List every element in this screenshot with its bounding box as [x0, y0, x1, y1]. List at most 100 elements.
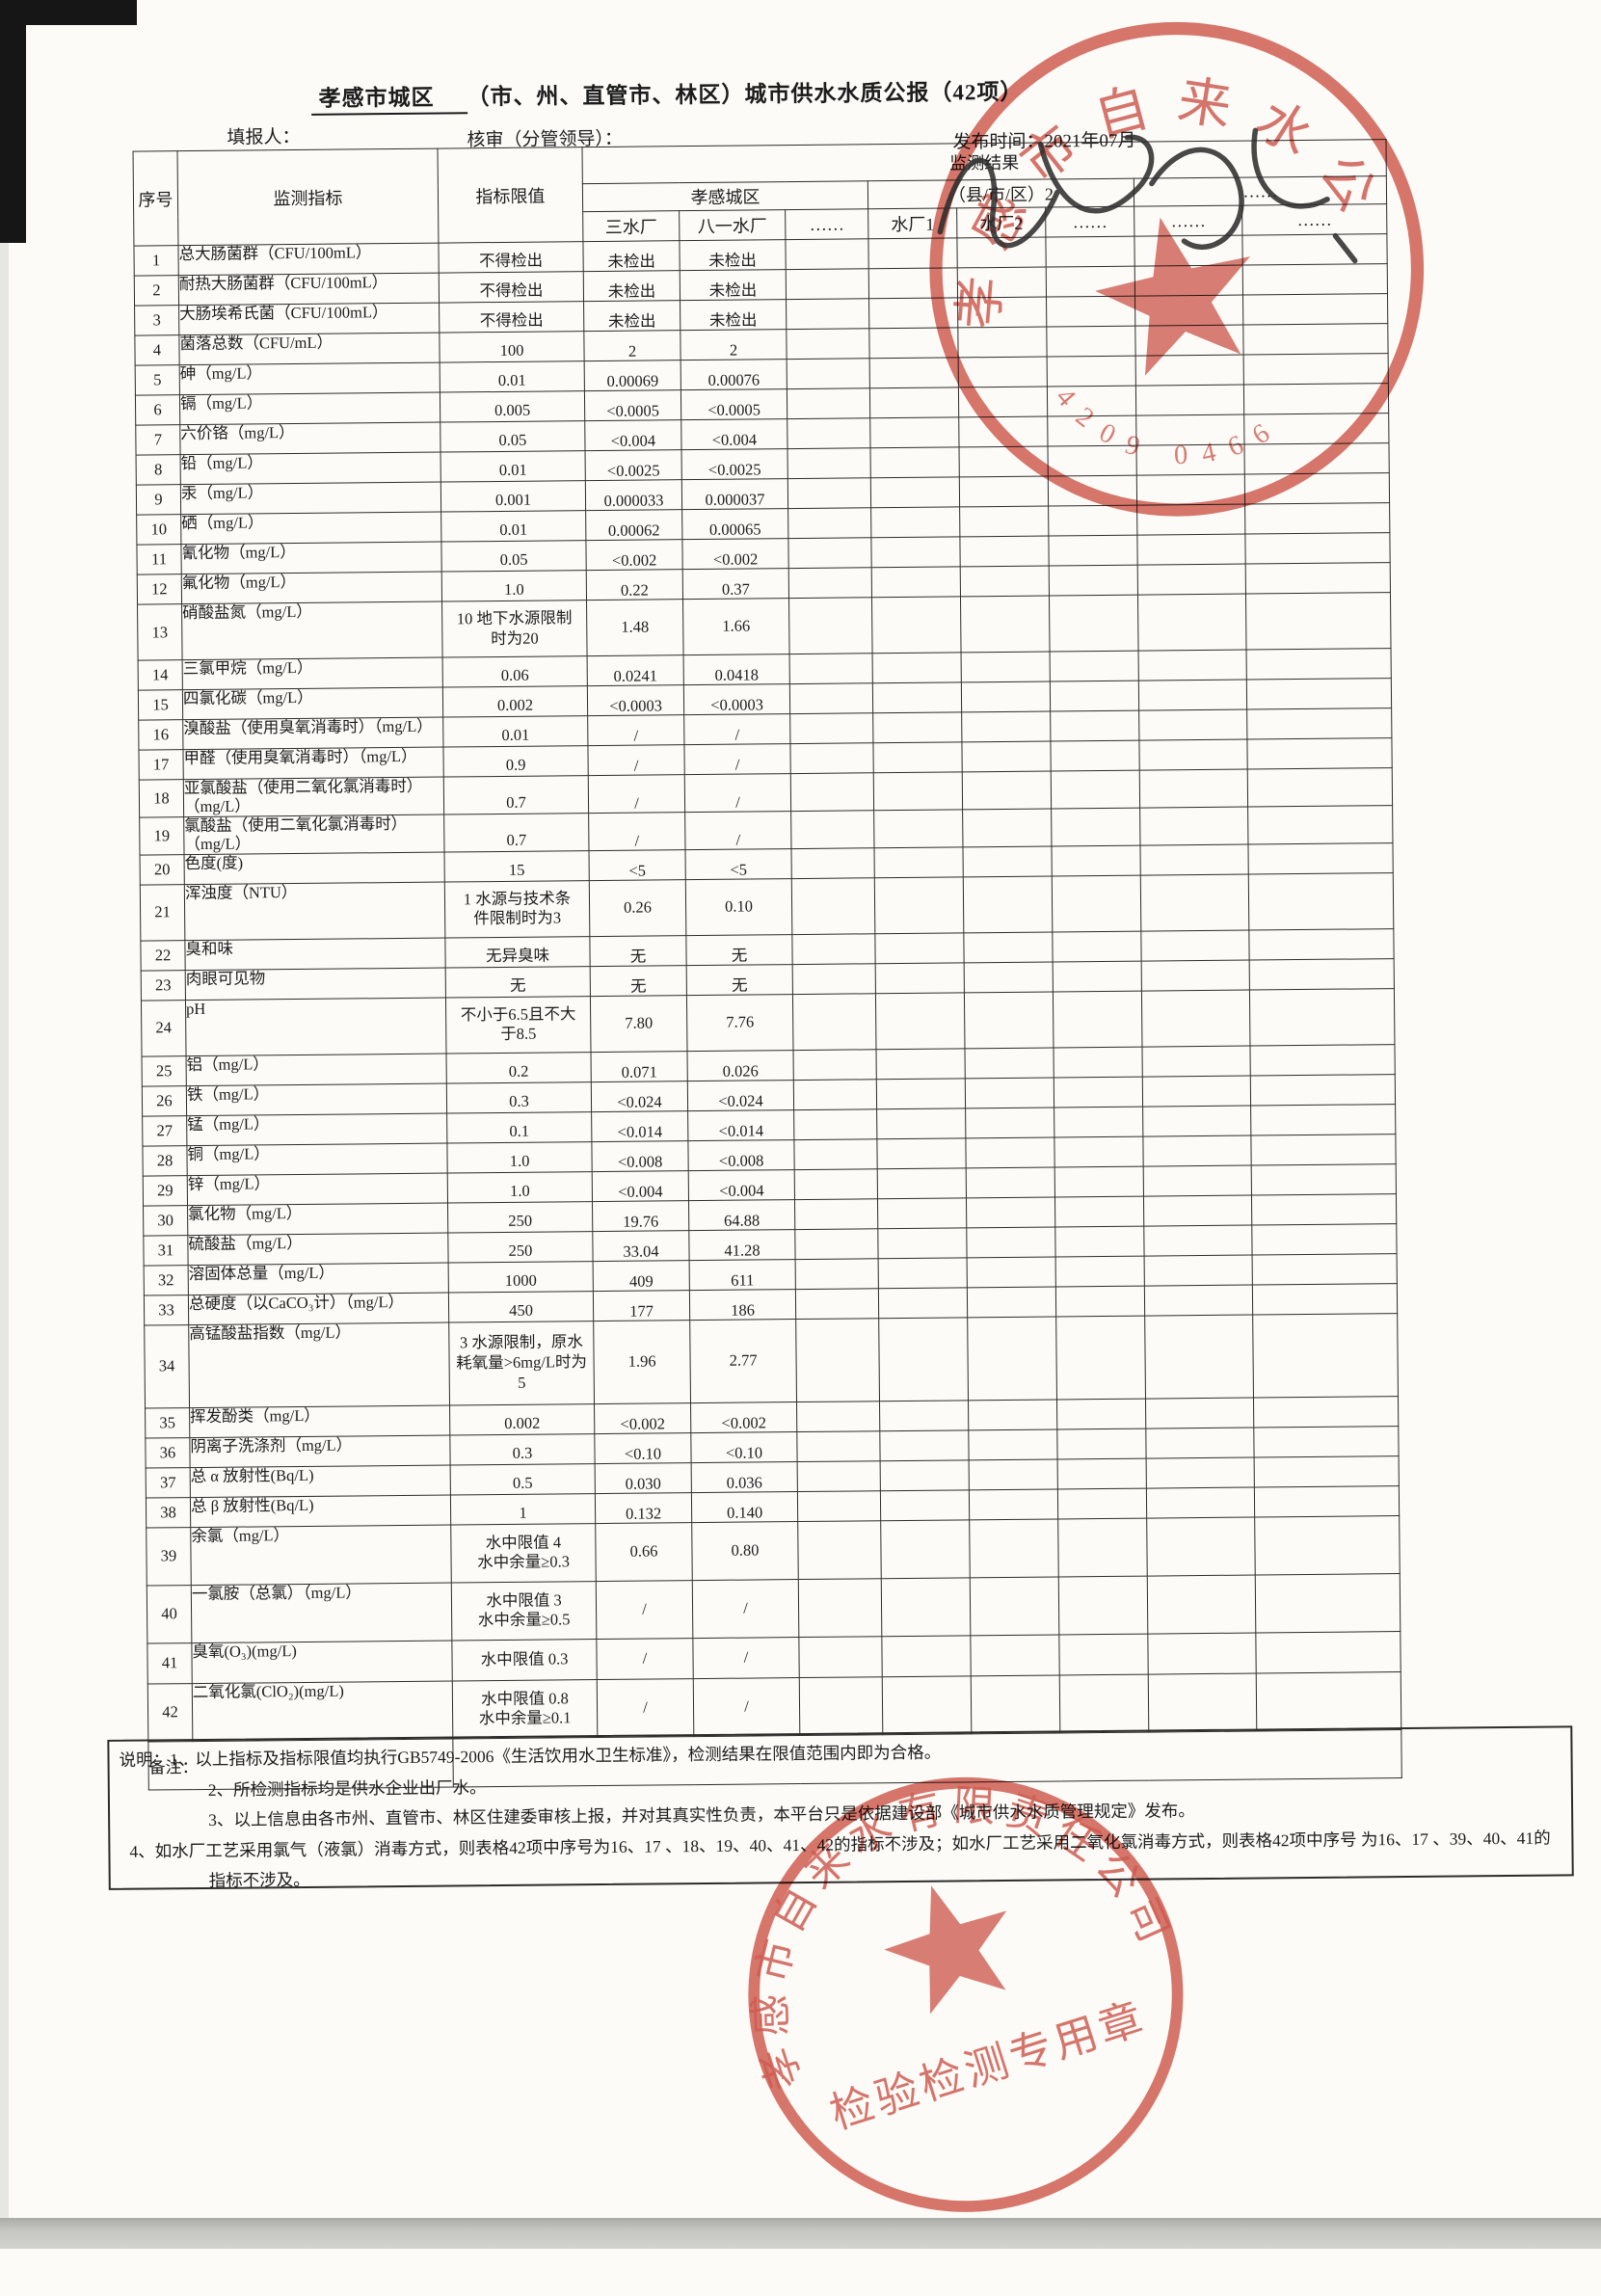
limit-value: 1: [450, 1493, 596, 1525]
result-empty: [1254, 1485, 1400, 1517]
row-number: 3: [134, 305, 179, 336]
result-empty: [880, 1459, 970, 1491]
result-plant-81: 0.036: [691, 1461, 798, 1493]
result-empty: [1051, 808, 1140, 846]
result-empty: [1256, 1671, 1401, 1731]
result-empty: [795, 1318, 880, 1402]
result-empty: [1138, 680, 1247, 711]
result-plant-81: 0.00076: [680, 359, 787, 390]
result-empty: [966, 1226, 1056, 1258]
svg-text:4209 0466: 4209 0466: [1047, 339, 1292, 499]
result-plant-3: /: [588, 774, 685, 814]
result-empty: [873, 846, 964, 878]
result-empty: [965, 1107, 1054, 1138]
result-plant-81: 1.66: [682, 598, 790, 655]
result-empty: [872, 711, 962, 743]
region-name: 孝感市城区: [310, 85, 467, 116]
result-empty: [787, 447, 871, 479]
result-empty: [1254, 1515, 1401, 1575]
result-empty: [790, 810, 874, 849]
result-empty: [798, 1636, 883, 1678]
row-number: 24: [141, 1000, 187, 1056]
result-empty: [876, 1108, 966, 1139]
result-plant-81: <0.004: [688, 1169, 795, 1201]
group-header-city: 孝感城区: [582, 180, 868, 212]
result-empty: [1252, 1313, 1399, 1398]
result-empty: [963, 931, 1054, 963]
result-empty: [873, 809, 963, 848]
seal-code-text: 4209 0466: [1047, 339, 1292, 499]
result-plant-3: <0.024: [591, 1081, 688, 1112]
result-plant-81: 0.140: [691, 1491, 798, 1523]
result-empty: [787, 358, 870, 389]
result-empty: [1254, 1455, 1400, 1487]
result-empty: [961, 652, 1051, 682]
result-plant-3: <0.004: [592, 1170, 689, 1202]
limit-value: 250: [447, 1231, 594, 1263]
result-empty: [966, 1196, 1055, 1228]
result-empty: [870, 476, 960, 508]
result-empty: [964, 991, 1054, 1049]
limit-value: 0.5: [450, 1463, 596, 1495]
result-empty: [872, 681, 962, 713]
result-plant-3: <0.0003: [587, 684, 684, 716]
limit-value: 1.0: [446, 1141, 593, 1173]
indicator-name: 二氧化氯(ClO₂)(mg/L): [192, 1680, 453, 1742]
result-empty: [969, 1518, 1059, 1578]
row-number: 36: [145, 1437, 191, 1468]
result-plant-3: 7.80: [590, 995, 688, 1053]
indicator-name: 氯化物（mg/L）: [187, 1202, 448, 1236]
result-empty: [1055, 1255, 1145, 1287]
result-plant-3: 0.132: [595, 1492, 692, 1524]
result-empty: [1249, 958, 1395, 990]
result-plant-3: 2: [583, 330, 681, 361]
result-empty: [964, 961, 1054, 993]
result-empty: [1053, 990, 1142, 1048]
result-empty: [1054, 1195, 1144, 1227]
result-empty: [967, 1286, 1056, 1318]
result-empty: [874, 932, 965, 964]
result-empty: [791, 933, 876, 965]
result-empty: [794, 1228, 879, 1260]
result-empty: [1249, 1044, 1396, 1076]
result-empty: [880, 1519, 971, 1579]
result-empty: [1137, 594, 1247, 652]
limit-value: 0.9: [442, 745, 589, 778]
limit-value: 不小于6.5且不大 于8.5: [445, 996, 592, 1054]
result-plant-81: <0.002: [681, 538, 789, 570]
result-empty: [970, 1634, 1060, 1676]
result-empty: [1146, 1516, 1256, 1576]
result-empty: [1050, 740, 1140, 772]
result-plant-81: 未检出: [680, 269, 787, 301]
result-empty: [1247, 805, 1393, 844]
result-empty: [792, 963, 876, 995]
result-empty: [1143, 1194, 1252, 1226]
result-empty: [1050, 651, 1139, 682]
note-text-1: 1、以上指标及指标限值均执行GB5749-2006《生活饮用水卫生标准》，检测结…: [169, 1742, 942, 1770]
result-empty: [964, 1047, 1054, 1079]
limit-value: 1.0: [447, 1171, 593, 1203]
result-empty: [795, 1288, 879, 1320]
indicator-name: 臭和味: [184, 937, 446, 971]
result-empty: [1142, 1135, 1252, 1166]
result-empty: [1255, 1573, 1401, 1633]
limit-value: 0.01: [442, 715, 588, 748]
result-empty: [1138, 650, 1247, 681]
limit-value: 0.002: [449, 1403, 595, 1435]
result-empty: [797, 1520, 882, 1580]
result-empty: [871, 566, 961, 598]
row-number: 33: [144, 1295, 189, 1325]
row-number: 29: [143, 1175, 188, 1206]
indicator-name: 镉（mg/L）: [179, 392, 440, 425]
result-plant-81: 无: [686, 964, 793, 996]
result-empty: [799, 1676, 883, 1736]
limit-value: 3 水源限制，原水 耗氧量>6mg/L时为 5: [448, 1321, 595, 1405]
result-plant-3: <0.004: [584, 419, 682, 451]
result-empty: [1050, 681, 1139, 712]
result-empty: [968, 1399, 1057, 1430]
result-empty: [961, 681, 1051, 712]
limit-value: 0.1: [446, 1111, 592, 1143]
result-empty: [872, 741, 963, 773]
result-plant-81: 0.37: [682, 568, 789, 600]
result-plant-3: 未检出: [582, 240, 680, 272]
